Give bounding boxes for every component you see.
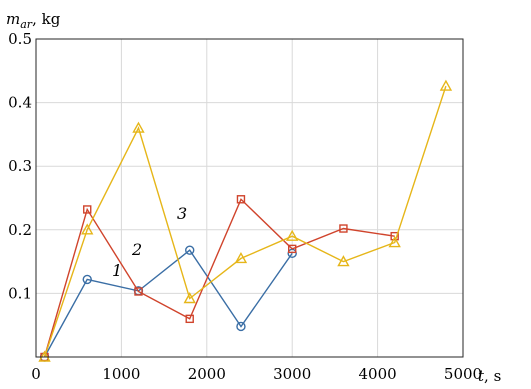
series-line-2 [43, 198, 395, 358]
series-line-1 [43, 249, 293, 358]
x-tick-label: 5000 [444, 365, 482, 383]
data-point-3 [286, 229, 299, 241]
data-point-3 [388, 236, 401, 248]
plot-frame [35, 38, 464, 358]
x-tick-label: 4000 [359, 365, 397, 383]
series-line-3 [43, 85, 447, 358]
data-point-2 [83, 205, 92, 214]
y-tick-label: 0.1 [8, 284, 32, 302]
data-point-2 [288, 244, 297, 254]
tick-labels: 0 1000 2000 3000 4000 5000 0.1 0.2 0.3 0.4 0.5 [8, 30, 482, 383]
data-point-1 [82, 274, 92, 285]
curve-label-1: 1 [112, 261, 122, 280]
data-point-3 [337, 255, 350, 267]
grid-lines [36, 39, 463, 357]
data-point-2 [236, 195, 246, 204]
data-point-3 [234, 251, 248, 264]
curve-label-3: 3 [177, 204, 187, 223]
data-point-1 [236, 321, 246, 332]
data-point-2 [390, 231, 399, 241]
series-2 [40, 195, 399, 362]
data-point-2 [185, 314, 194, 324]
x-axis-label: t, s [478, 367, 501, 385]
data-point-3 [183, 292, 196, 304]
y-axis-label: mar, kg [6, 10, 61, 31]
data-point-2 [339, 224, 348, 233]
data-point-2 [134, 287, 143, 296]
x-tick-label: 1000 [102, 365, 140, 383]
x-tick-label: 2000 [188, 365, 226, 383]
data-point-1 [185, 245, 195, 255]
series-group [38, 79, 453, 362]
y-tick-label: 0.3 [8, 157, 32, 175]
series-3 [38, 79, 453, 362]
y-tick-label: 0.2 [8, 221, 32, 239]
x-tick-label: 3000 [273, 365, 311, 383]
data-point-3 [132, 121, 145, 133]
y-tick-label: 0.5 [8, 30, 32, 48]
curve-label-2: 2 [131, 240, 142, 259]
data-point-3 [439, 79, 453, 91]
x-tick-label: 0 [31, 365, 41, 383]
data-point-3 [81, 223, 94, 235]
series-1 [39, 245, 297, 362]
y-tick-label: 0.4 [8, 94, 32, 112]
